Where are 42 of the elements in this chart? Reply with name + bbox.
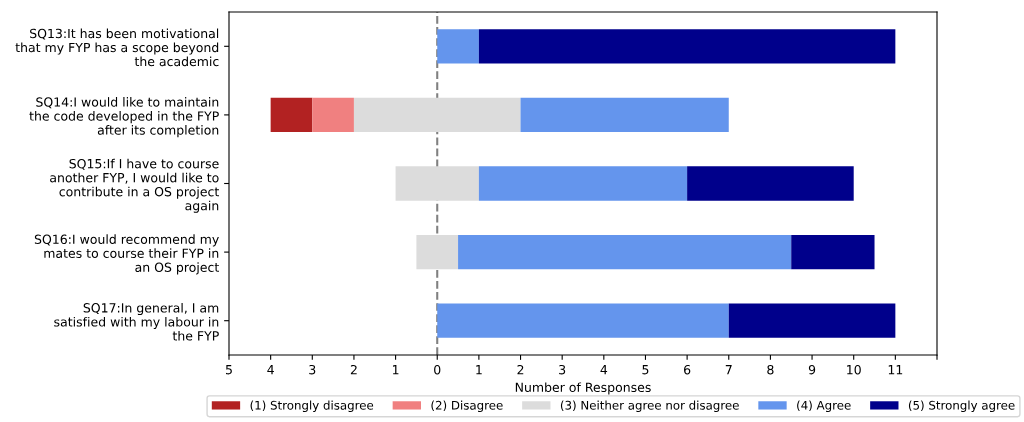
y-tick-label: SQ17:In general, I am satisfied with my labour in the FYP (54, 302, 219, 341)
x-tick-label: 2 (350, 364, 357, 375)
x-tick-label: 1 (392, 365, 399, 375)
legend-label: (1) Strongly disagree (250, 400, 374, 412)
x-tick-label: 3 (559, 364, 566, 375)
x-tick-label: 11 (888, 365, 903, 375)
bar (270, 97, 313, 133)
bar (478, 166, 688, 201)
bar (437, 29, 479, 64)
bar (312, 97, 354, 133)
legend-label: (5) Strongly agree (908, 400, 1015, 412)
legend-label: (3) Neither agree nor disagree (560, 400, 739, 412)
x-tick-label: 9 (808, 364, 816, 375)
legend-label: (4) Agree (797, 400, 851, 412)
y-tick-label: SQ16:I would recommend my mates to course their FYP in an OS project (34, 234, 219, 275)
bar (687, 166, 854, 201)
x-tick-label: 0 (434, 364, 441, 375)
bar (458, 234, 792, 270)
legend-label: (2) Disagree (431, 400, 503, 412)
x-tick-label: 4 (267, 365, 274, 375)
y-tick-label: SQ14:I would like to maintain the code developed in the FYP after its completion (29, 97, 219, 138)
x-axis-title: Number of Responses (515, 382, 651, 395)
y-tick-label: SQ15:If I have to course another FYP, I would like to contribute in a OS project again (50, 158, 219, 213)
x-tick-label: 2 (517, 364, 524, 375)
bar (437, 303, 729, 338)
x-tick-label: 8 (767, 364, 774, 375)
bar (478, 29, 896, 64)
x-tick-label: 6 (684, 364, 691, 375)
x-tick-label: 5 (642, 365, 649, 375)
bar (416, 234, 459, 270)
bar (728, 303, 896, 338)
bar (791, 234, 875, 270)
x-tick-label: 1 (476, 365, 482, 375)
x-tick-label: 7 (725, 365, 732, 375)
bar (353, 97, 521, 133)
bar (520, 97, 729, 133)
y-tick-label: SQ13:It has been motivational that my FYP has a scope beyond the academic (15, 28, 219, 67)
bar (395, 166, 479, 201)
x-tick-label: 10 (847, 364, 861, 375)
x-tick-label: 3 (309, 364, 316, 375)
x-tick-label: 4 (600, 365, 608, 375)
x-tick-label: 5 (225, 365, 232, 375)
